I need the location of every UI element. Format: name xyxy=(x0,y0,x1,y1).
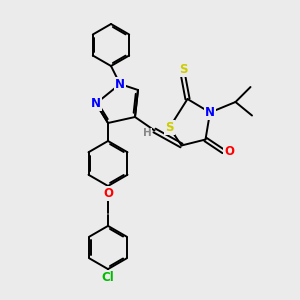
Text: N: N xyxy=(205,106,215,119)
Text: Cl: Cl xyxy=(102,271,114,284)
Text: O: O xyxy=(224,145,234,158)
Text: N: N xyxy=(91,97,101,110)
Text: H: H xyxy=(142,128,152,139)
Text: S: S xyxy=(165,121,174,134)
Text: S: S xyxy=(179,63,187,76)
Text: O: O xyxy=(103,187,113,200)
Text: N: N xyxy=(115,77,125,91)
